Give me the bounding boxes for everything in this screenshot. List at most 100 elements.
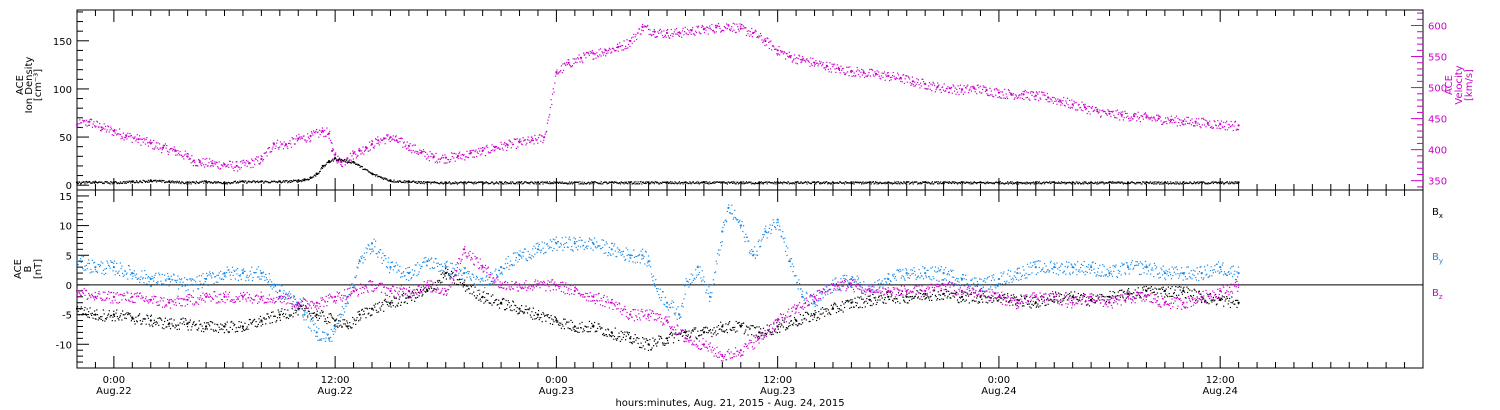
velocity-sample-dot	[251, 158, 253, 160]
bx-sample-dot	[591, 322, 593, 325]
bx-sample-dot	[736, 330, 738, 332]
ion-density-sample-dot	[1116, 181, 1119, 183]
velocity-sample-dot	[784, 52, 786, 54]
ion-density-sample-dot	[1003, 183, 1005, 185]
velocity-sample-dot	[346, 162, 349, 164]
ion-density-sample-dot	[1043, 181, 1045, 183]
velocity-sample-dot	[398, 138, 400, 140]
velocity-sample-dot	[1024, 91, 1026, 93]
velocity-sample-dot	[688, 30, 690, 32]
velocity-sample-dot	[375, 138, 377, 140]
bx-sample-dot	[557, 320, 559, 322]
bx-sample-dot	[412, 292, 414, 294]
ion-density-sample-dot	[642, 181, 644, 183]
bx-sample-dot	[906, 293, 908, 295]
velocity-sample-dot	[105, 125, 107, 127]
velocity-sample-dot	[236, 161, 238, 163]
bx-sample-dot	[123, 314, 125, 316]
velocity-sample-dot	[1046, 92, 1049, 95]
bx-sample-dot	[410, 297, 412, 299]
ion-density-sample-dot	[1157, 182, 1159, 184]
velocity-sample-dot	[614, 50, 616, 52]
bx-sample-dot	[330, 313, 332, 315]
bx-sample-dot	[217, 331, 220, 333]
velocity-sample-dot	[1231, 125, 1233, 127]
bx-sample-dot	[307, 315, 309, 317]
velocity-sample-dot	[1060, 104, 1062, 106]
bx-sample-dot	[573, 328, 575, 331]
velocity-sample-dot	[1036, 92, 1038, 94]
ion-density-sample-dot	[747, 182, 749, 184]
ion-density-sample-dot	[456, 181, 458, 184]
bx-sample-dot	[169, 318, 171, 320]
velocity-sample-dot	[654, 36, 656, 38]
velocity-sample-dot	[875, 74, 877, 76]
ion-density-sample-dot	[931, 182, 933, 184]
ion-density-sample-dot	[384, 177, 386, 179]
bx-sample-dot	[848, 300, 850, 302]
bx-sample-dot	[804, 317, 806, 320]
ion-density-sample-dot	[785, 182, 787, 184]
bx-sample-dot	[523, 311, 526, 313]
ion-density-sample-dot	[306, 179, 308, 181]
ion-density-sample-dot	[471, 182, 473, 184]
velocity-sample-dot	[615, 49, 617, 52]
bx-sample-dot	[872, 293, 874, 295]
velocity-sample-dot	[1157, 114, 1159, 116]
ion-density-sample-dot	[1063, 181, 1065, 183]
velocity-sample-dot	[338, 157, 340, 159]
ion-density-sample-dot	[588, 183, 590, 185]
ion-density-sample-dot	[1014, 182, 1016, 184]
ion-density-sample-dot	[603, 181, 605, 183]
velocity-sample-dot	[195, 165, 197, 167]
ion-density-sample-dot	[750, 181, 752, 183]
ion-density-sample-dot	[844, 183, 846, 185]
ion-density-sample-dot	[188, 183, 190, 185]
ion-density-sample-dot	[268, 182, 270, 184]
ion-density-sample-dot	[1237, 183, 1240, 185]
velocity-point	[702, 28, 706, 31]
bx-sample-dot	[308, 310, 310, 312]
ion-density-sample-dot	[531, 181, 533, 183]
bx-sample-dot	[754, 327, 756, 329]
ion-density-sample-dot	[854, 181, 856, 183]
velocity-point	[862, 71, 865, 74]
bx-sample-dot	[815, 311, 817, 314]
velocity-sample-dot	[218, 161, 220, 163]
ion-density-sample-dot	[833, 182, 835, 184]
bx-sample-dot	[450, 275, 452, 277]
bx-sample-dot	[379, 307, 381, 309]
ion-density-sample-dot	[889, 182, 891, 184]
ion-density-sample-dot	[1127, 183, 1129, 185]
velocity-sample-dot	[940, 91, 942, 93]
bx-sample-dot	[565, 323, 567, 325]
bx-sample-dot	[959, 297, 961, 299]
velocity-sample-dot	[700, 33, 702, 35]
bx-sample-dot	[266, 313, 268, 315]
bx-sample-dot	[391, 302, 394, 304]
velocity-sample-dot	[265, 151, 267, 153]
ion-density-sample-dot	[770, 182, 772, 184]
ion-density-sample-dot	[940, 182, 942, 185]
ion-density-sample-dot	[618, 182, 620, 184]
bx-sample-dot	[474, 286, 476, 288]
ion-density-sample-dot	[124, 182, 126, 184]
velocity-sample-dot	[188, 158, 190, 160]
velocity-sample-dot	[749, 31, 751, 33]
velocity-sample-dot	[119, 133, 121, 135]
velocity-sample-dot	[1139, 117, 1141, 119]
velocity-sample-dot	[1122, 119, 1124, 121]
bx-sample-dot	[933, 290, 935, 292]
ion-density-sample-dot	[441, 181, 443, 183]
velocity-sample-dot	[915, 83, 917, 85]
ion-density-sample-dot	[510, 183, 512, 185]
velocity-sample-dot	[332, 148, 334, 150]
ion-density-point	[960, 181, 964, 184]
ion-density-sample-dot	[725, 182, 727, 184]
velocity-sample-dot	[320, 130, 322, 132]
ion-density-sample-dot	[159, 180, 161, 182]
ion-density-sample-dot	[190, 183, 192, 185]
velocity-point	[1071, 103, 1074, 106]
ion-density-sample-dot	[526, 182, 529, 184]
velocity-sample-dot	[488, 152, 490, 154]
